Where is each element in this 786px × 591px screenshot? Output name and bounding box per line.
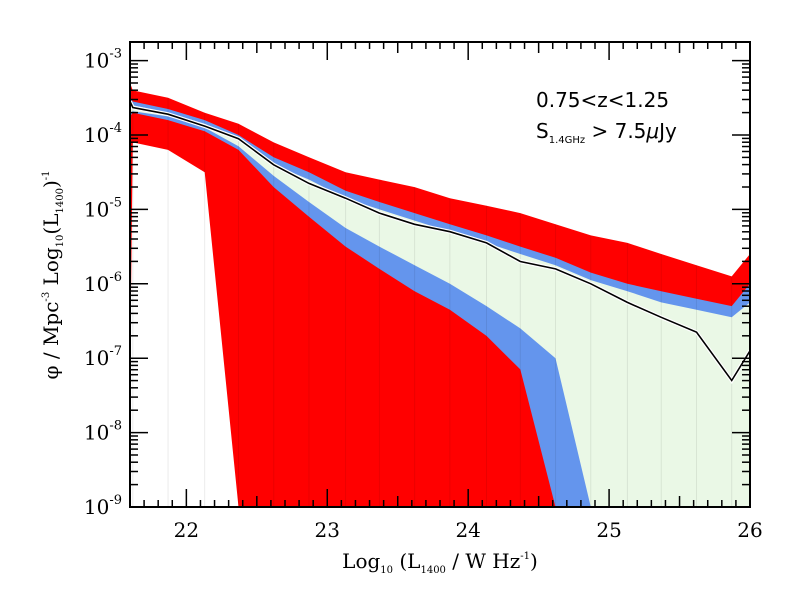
median-curve xyxy=(130,100,750,385)
x-tick-label: 26 xyxy=(737,518,762,542)
y-tick-label: 10-7 xyxy=(84,344,122,370)
y-tick-label: 10-9 xyxy=(84,493,122,519)
y-tick-label: 10-5 xyxy=(84,195,122,221)
x-axis: 22 23 24 25 26 xyxy=(129,42,763,542)
median-line xyxy=(130,101,750,382)
x-tick-label: 23 xyxy=(315,518,340,542)
x-tick-label: 25 xyxy=(596,518,621,542)
confidence-bands xyxy=(130,82,750,507)
y-axis: 10-9 10-8 10-7 10-6 10-5 10-4 10-3 xyxy=(84,47,750,519)
y-tick-label: 10-8 xyxy=(84,419,122,445)
y-tick-label: 10-6 xyxy=(84,270,122,296)
redshift-range-label: 0.75<z<1.25 xyxy=(536,88,669,112)
x-tick-label: 22 xyxy=(174,518,199,542)
x-tick-label: 24 xyxy=(455,518,480,542)
flux-limit-label: S1.4GHz > 7.5μJy xyxy=(536,119,677,146)
y-axis-title: φ / Mpc-3 Log10(L1400)-1 xyxy=(39,170,66,379)
x-axis-title: Log10 (L1400 / W Hz-1) xyxy=(342,549,538,576)
y-tick-label: 10-4 xyxy=(84,121,122,147)
band-3 xyxy=(130,101,750,507)
y-tick-label: 10-3 xyxy=(84,47,122,73)
